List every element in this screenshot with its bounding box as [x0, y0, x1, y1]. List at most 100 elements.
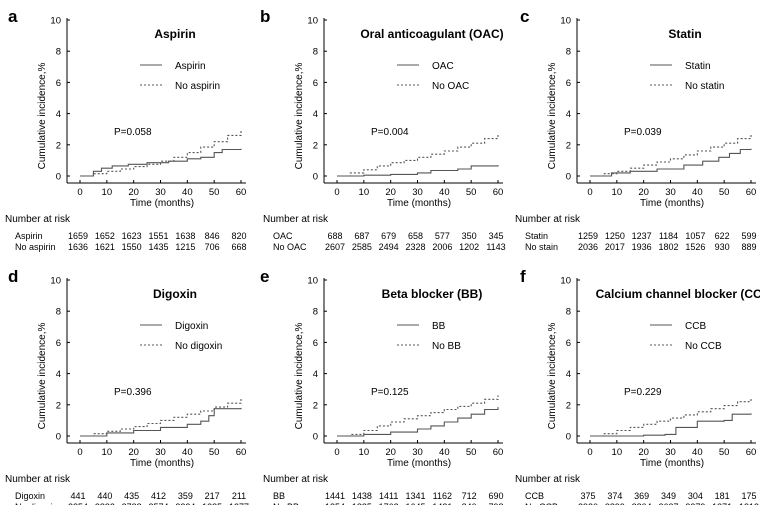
panel-title: Calcium channel blocker (CCB)	[596, 287, 760, 301]
x-axis-label: Time (months)	[130, 458, 194, 469]
risk-count: 1057	[685, 231, 705, 241]
risk-count: 181	[715, 491, 730, 501]
risk-count: 687	[354, 231, 369, 241]
risk-count: 1250	[605, 231, 625, 241]
legend-label: No statin	[685, 81, 724, 92]
x-tick-label: 0	[587, 447, 592, 458]
risk-row-label: No aspirin	[15, 242, 56, 252]
y-tick-label: 10	[560, 276, 571, 287]
risk-count: 1638	[175, 231, 195, 241]
risk-count: 889	[741, 242, 756, 252]
x-axis-label: Time (months)	[387, 198, 451, 209]
x-tick-label: 30	[412, 187, 423, 198]
x-tick-label: 60	[493, 187, 504, 198]
x-tick-label: 50	[209, 447, 220, 458]
x-tick-label: 10	[359, 447, 370, 458]
risk-table-header: Number at risk	[5, 214, 71, 225]
risk-count: 2607	[325, 242, 345, 252]
x-tick-label: 20	[385, 187, 396, 198]
x-tick-label: 40	[692, 187, 703, 198]
y-axis-label: Cumulative incidence,%	[547, 323, 558, 430]
x-tick-label: 50	[719, 447, 730, 458]
legend-label: Digoxin	[175, 321, 208, 332]
x-tick-label: 50	[209, 187, 220, 198]
risk-count: 217	[205, 491, 220, 501]
risk-count: 350	[462, 231, 477, 241]
risk-count: 658	[408, 231, 423, 241]
y-tick-label: 0	[56, 172, 61, 183]
x-tick-label: 10	[102, 187, 113, 198]
legend-label: BB	[432, 321, 446, 332]
risk-count: 846	[205, 231, 220, 241]
risk-row-label: Statin	[525, 231, 548, 241]
y-tick-label: 4	[566, 369, 571, 380]
x-tick-label: 20	[128, 187, 139, 198]
series-line-dashed	[80, 129, 242, 177]
risk-count: 375	[580, 491, 595, 501]
risk-table-header: Number at risk	[515, 214, 581, 225]
risk-count: 2328	[405, 242, 425, 252]
x-tick-label: 10	[612, 187, 623, 198]
risk-count: 1526	[685, 242, 705, 252]
risk-count: 1802	[658, 242, 678, 252]
risk-count: 679	[381, 231, 396, 241]
risk-table-header: Number at risk	[515, 474, 581, 485]
x-tick-label: 0	[334, 187, 339, 198]
risk-count: 1621	[95, 242, 115, 252]
risk-count: 2036	[578, 242, 598, 252]
risk-count: 1659	[68, 231, 88, 241]
risk-count: 1143	[486, 242, 505, 252]
x-tick-label: 60	[236, 447, 247, 458]
x-tick-label: 40	[182, 187, 193, 198]
y-tick-label: 8	[313, 47, 318, 58]
panel-letter: c	[520, 7, 529, 26]
x-tick-label: 20	[638, 187, 649, 198]
y-tick-label: 2	[313, 400, 318, 411]
risk-count: 412	[151, 491, 166, 501]
series-line-dashed	[80, 398, 242, 437]
y-tick-label: 10	[307, 276, 318, 287]
p-value-label: P=0.058	[114, 127, 152, 138]
risk-count: 441	[70, 491, 85, 501]
risk-count: 374	[607, 491, 622, 501]
risk-count: 1184	[659, 231, 678, 241]
series-line-dashed	[590, 133, 752, 177]
x-tick-label: 20	[128, 447, 139, 458]
x-tick-label: 20	[385, 447, 396, 458]
x-tick-label: 10	[359, 187, 370, 198]
x-tick-label: 20	[638, 447, 649, 458]
y-tick-label: 8	[56, 307, 61, 318]
risk-count: 1215	[175, 242, 195, 252]
risk-table-header: Number at risk	[263, 474, 329, 485]
x-tick-label: 30	[665, 447, 676, 458]
x-tick-label: 0	[334, 447, 339, 458]
y-tick-label: 6	[566, 338, 571, 349]
risk-row-label: Digoxin	[15, 491, 45, 501]
risk-count: 211	[232, 491, 246, 501]
x-axis-label: Time (months)	[130, 198, 194, 209]
panel-a: a Aspirin 0 2 4 6 8 10 0 10 20 30 40 50 60 Cumulative i…	[5, 7, 247, 252]
x-tick-label: 60	[236, 187, 247, 198]
y-tick-label: 4	[56, 109, 61, 120]
x-tick-label: 40	[692, 447, 703, 458]
panel-letter: d	[8, 267, 18, 286]
x-axis-label: Time (months)	[387, 458, 451, 469]
legend-label: No CCB	[685, 341, 722, 352]
risk-count: 1435	[148, 242, 168, 252]
risk-count: 820	[231, 231, 246, 241]
legend-label: Aspirin	[175, 61, 206, 72]
y-tick-label: 2	[56, 140, 61, 151]
series-line-solid	[337, 407, 499, 437]
y-tick-label: 6	[313, 338, 318, 349]
p-value-label: P=0.039	[624, 127, 662, 138]
y-tick-label: 6	[56, 338, 61, 349]
p-value-label: P=0.004	[371, 127, 409, 138]
x-tick-label: 0	[587, 187, 592, 198]
risk-count: 435	[124, 491, 139, 501]
panel-letter: f	[520, 267, 526, 286]
risk-count: 1202	[459, 242, 479, 252]
x-tick-label: 50	[466, 447, 477, 458]
series-line-dashed	[590, 398, 752, 437]
series-line-solid	[80, 407, 242, 437]
y-tick-label: 8	[313, 307, 318, 318]
